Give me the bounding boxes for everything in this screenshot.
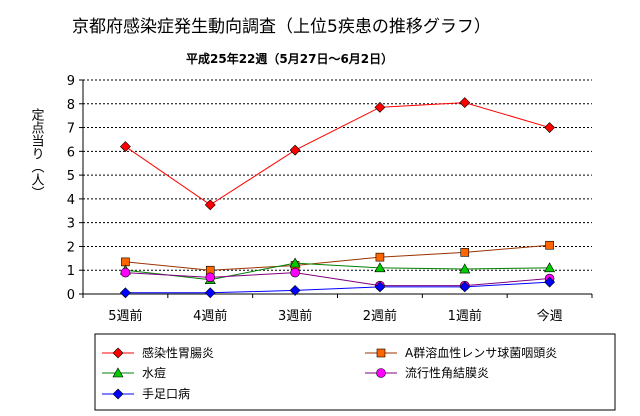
data-point [545,240,554,250]
series-line [125,281,550,294]
data-point [205,272,216,283]
legend-marker [112,347,124,359]
y-tick-label: 6 [67,145,75,160]
data-point [289,257,301,268]
data-point [374,262,386,273]
legend-marker [112,388,124,400]
grid [83,79,592,271]
legend-label: A群溶血性レンサ球菌咽頭炎 [405,345,557,360]
legend-marker [376,368,386,378]
legend-item: 感染性胃腸炎 [102,345,214,360]
series-layer [119,97,556,299]
series-3 [119,257,556,285]
series-1 [119,97,556,211]
legend-label: 手足口病 [142,386,190,401]
y-axis-label: 定点当り（人） [29,108,45,199]
data-point [544,262,556,273]
data-point [119,287,131,299]
y-tick-label: 5 [67,169,75,184]
y-tick-label: 8 [67,98,75,113]
series-5 [119,276,556,299]
data-point [204,287,216,299]
series-line [125,272,550,287]
data-point [289,285,301,296]
legend-marker [376,348,386,358]
data-point [374,281,386,293]
legend-item: 流行性角結膜炎 [365,366,489,380]
legend-label: 流行性角結膜炎 [405,366,489,380]
y-tick-label: 3 [67,217,75,232]
legend-label: 水痘 [142,365,166,380]
x-tick-label: 3週前 [278,308,312,324]
data-point [120,267,131,278]
series-4 [120,267,555,291]
legend-box [94,333,616,411]
data-point [375,252,385,262]
y-tick-label: 1 [67,264,75,279]
data-point [289,144,301,156]
y-tick-label: 2 [67,240,75,255]
series-line [125,102,550,206]
data-point [119,141,131,153]
data-point [460,248,470,257]
legend-marker [112,367,124,378]
legend-label: 感染性胃腸炎 [142,345,214,360]
legend-item: 水痘 [102,365,166,380]
y-tick-label: 4 [67,193,75,208]
series-line [125,262,550,281]
x-tick-label: 2週前 [363,308,397,324]
chart-title: 京都府感染症発生動向調査（上位5疾患の推移グラフ） [72,17,491,37]
data-point [459,281,471,293]
chart-subtitle: 平成25年22週（5月27日～6月2日） [186,51,393,66]
data-point [544,276,556,288]
axes: 0 1 2 3 4 5 6 7 8 9 5週前 4週前 3週前 2週前 1週前 今週 [67,74,593,324]
x-tick-label: 4週前 [193,308,227,324]
series-line [125,244,550,271]
legend-item: 手足口病 [102,386,190,401]
legend-item: A群溶血性レンサ球菌咽頭炎 [365,345,557,360]
data-point [374,101,386,113]
data-point [544,122,556,133]
x-tick-label: 今週 [537,308,563,324]
y-tick-label: 9 [67,74,75,89]
data-point [459,97,471,109]
y-tick-label: 0 [67,288,75,303]
x-tick-label: 1週前 [448,308,482,324]
y-tick-label: 7 [67,122,75,137]
data-point [459,263,471,274]
data-point [290,267,300,278]
data-point [204,199,216,211]
x-tick-label: 5週前 [108,308,142,324]
